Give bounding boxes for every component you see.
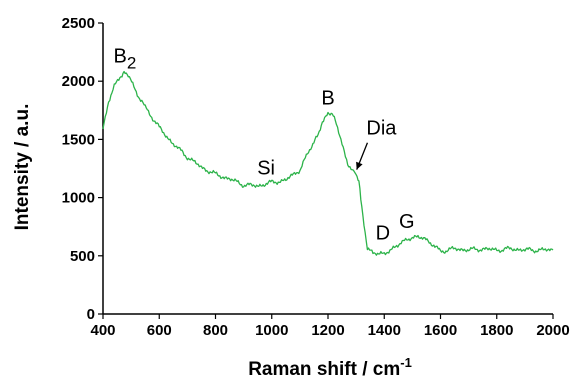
y-tick-label: 2500 xyxy=(62,15,95,32)
peak-label: D xyxy=(376,223,390,245)
x-tick-label: 1400 xyxy=(368,322,401,339)
ticks: 400 600 800 1000 1200 1400 1600 1800 2000 0 500 100… xyxy=(62,15,570,339)
x-tick-label: 400 xyxy=(90,322,115,339)
axes xyxy=(102,23,553,315)
peak-label: G xyxy=(399,211,415,233)
x-tick-label: 2000 xyxy=(536,322,569,339)
y-tick-label: 0 xyxy=(87,306,95,323)
x-axis-title: Raman shift / cm-1 xyxy=(248,355,412,380)
peak-label: Dia xyxy=(366,118,397,140)
y-tick-label: 500 xyxy=(70,248,95,265)
x-tick-label: 1600 xyxy=(424,322,457,339)
spectrum-line xyxy=(102,70,554,256)
peak-label: Si xyxy=(257,157,275,179)
x-tick-label: 600 xyxy=(147,322,172,339)
peak-label-text: D xyxy=(376,223,390,245)
x-tick-label: 1200 xyxy=(311,322,344,339)
y-tick-label: 1000 xyxy=(62,190,95,207)
x-axis-title-sup: -1 xyxy=(400,355,412,370)
y-axis-title-group: Intensity / a.u. xyxy=(12,104,33,231)
peak-label-text: G xyxy=(399,211,415,233)
x-tick-label: 1800 xyxy=(480,322,513,339)
y-tick-label: 2000 xyxy=(62,73,95,90)
x-tick-label: 1000 xyxy=(255,322,288,339)
peak-label-text: Si xyxy=(257,157,275,179)
peak-label-text: Dia xyxy=(366,118,397,140)
peak-label: B2 xyxy=(114,46,137,73)
y-tick-label: 1500 xyxy=(62,131,95,148)
peak-label: B xyxy=(321,87,334,109)
peak-label-text: B xyxy=(114,46,127,68)
x-axis-title-main: Raman shift / cm xyxy=(248,359,400,380)
peak-label-text: B xyxy=(321,87,334,109)
y-axis-title: Intensity / a.u. xyxy=(12,104,33,231)
annotation-arrow-head xyxy=(356,161,363,170)
peak-label-subscript: 2 xyxy=(127,54,136,73)
series xyxy=(102,70,554,256)
x-tick-label: 800 xyxy=(203,322,228,339)
